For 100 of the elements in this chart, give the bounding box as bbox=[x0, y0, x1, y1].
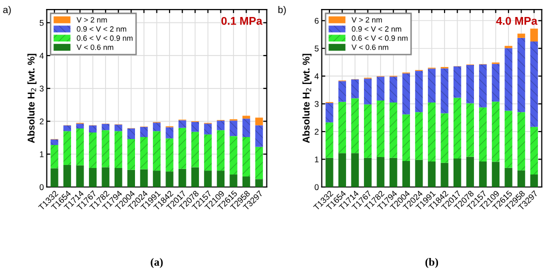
bar bbox=[216, 130, 225, 171]
bar bbox=[178, 168, 186, 188]
bar bbox=[390, 158, 398, 188]
bar bbox=[338, 153, 346, 188]
bar bbox=[402, 160, 410, 188]
bar bbox=[178, 128, 186, 169]
bar bbox=[402, 73, 410, 114]
bar bbox=[88, 168, 97, 188]
bar bbox=[504, 46, 512, 48]
bar bbox=[178, 120, 186, 128]
bar bbox=[140, 169, 148, 188]
bar bbox=[102, 167, 110, 188]
bar bbox=[466, 156, 474, 188]
y-tick-label: 5 bbox=[40, 20, 44, 26]
bar bbox=[326, 158, 334, 188]
bar bbox=[76, 128, 84, 166]
bar bbox=[440, 68, 448, 114]
annotation: 0.1 MPa bbox=[221, 16, 262, 25]
bar bbox=[230, 136, 238, 175]
bar bbox=[479, 107, 487, 162]
bar bbox=[127, 139, 136, 170]
bar bbox=[63, 131, 72, 165]
bar bbox=[127, 170, 136, 188]
bar bbox=[166, 127, 174, 138]
bar bbox=[326, 122, 334, 158]
bar bbox=[530, 28, 538, 42]
bar bbox=[415, 112, 423, 160]
bar bbox=[453, 158, 462, 188]
bar bbox=[152, 131, 161, 171]
bar bbox=[191, 167, 199, 188]
text: (a) bbox=[150, 258, 163, 268]
bar bbox=[50, 168, 58, 188]
y-tick-label: 0 bbox=[314, 184, 319, 190]
bar bbox=[216, 170, 225, 188]
y-tick-label: 2 bbox=[314, 128, 319, 135]
bar bbox=[364, 78, 372, 104]
y-tick-label: 1 bbox=[40, 151, 44, 158]
bar bbox=[517, 38, 526, 112]
bar bbox=[530, 174, 538, 188]
bar bbox=[364, 158, 372, 188]
bar bbox=[428, 102, 436, 162]
bar bbox=[63, 164, 72, 188]
bar bbox=[338, 102, 346, 154]
bar bbox=[242, 176, 250, 188]
bar bbox=[204, 170, 212, 188]
bar bbox=[140, 137, 148, 170]
bar bbox=[152, 122, 161, 132]
y-tick-label: 6 bbox=[314, 18, 319, 24]
bar bbox=[530, 41, 538, 127]
bar bbox=[466, 65, 474, 104]
bar bbox=[255, 179, 263, 188]
bar bbox=[50, 139, 58, 145]
bar bbox=[76, 124, 84, 129]
bar bbox=[517, 34, 526, 38]
bar bbox=[428, 161, 436, 188]
y-tick-label: 3 bbox=[40, 86, 44, 92]
bar bbox=[242, 118, 250, 138]
chart-title: a) bbox=[3, 6, 11, 16]
bar bbox=[351, 98, 359, 154]
bar bbox=[140, 126, 148, 138]
bar bbox=[216, 120, 225, 130]
bar bbox=[230, 174, 238, 188]
bar bbox=[390, 76, 398, 102]
bar bbox=[152, 170, 161, 188]
bar bbox=[453, 66, 462, 98]
bar bbox=[102, 130, 110, 168]
bar bbox=[517, 170, 526, 188]
y-tick-label: 5 bbox=[314, 46, 319, 52]
bar bbox=[191, 122, 199, 132]
bar bbox=[492, 64, 500, 102]
bar bbox=[479, 161, 487, 188]
bar bbox=[204, 124, 212, 134]
bar bbox=[504, 48, 512, 111]
bar bbox=[440, 113, 448, 163]
bar bbox=[255, 125, 263, 147]
y-axis-title: Absolute H$_{2}$ [wt. %] bbox=[27, 54, 36, 144]
bar bbox=[204, 134, 212, 171]
y-tick-label: 4 bbox=[314, 73, 319, 80]
y-axis-title: Absolute H$_{2}$ [wt. %] bbox=[302, 54, 312, 144]
bar bbox=[504, 168, 512, 188]
bar bbox=[242, 137, 250, 176]
bar bbox=[351, 79, 359, 98]
bar bbox=[428, 68, 436, 102]
y-tick-label: 1 bbox=[314, 156, 319, 162]
bar bbox=[517, 112, 526, 170]
bar bbox=[230, 120, 238, 136]
bar bbox=[114, 168, 122, 188]
bar bbox=[166, 172, 174, 188]
bar bbox=[255, 146, 263, 180]
annotation: 4.0 MPa bbox=[496, 16, 538, 25]
bar bbox=[364, 104, 372, 158]
bar bbox=[63, 126, 72, 132]
bar bbox=[479, 64, 487, 108]
bar bbox=[166, 138, 174, 172]
bar bbox=[415, 160, 423, 188]
bar bbox=[504, 110, 512, 168]
bar bbox=[114, 131, 122, 168]
y-tick-label: 4 bbox=[40, 52, 44, 59]
bar bbox=[402, 114, 410, 161]
y-tick-label: 3 bbox=[314, 101, 319, 107]
